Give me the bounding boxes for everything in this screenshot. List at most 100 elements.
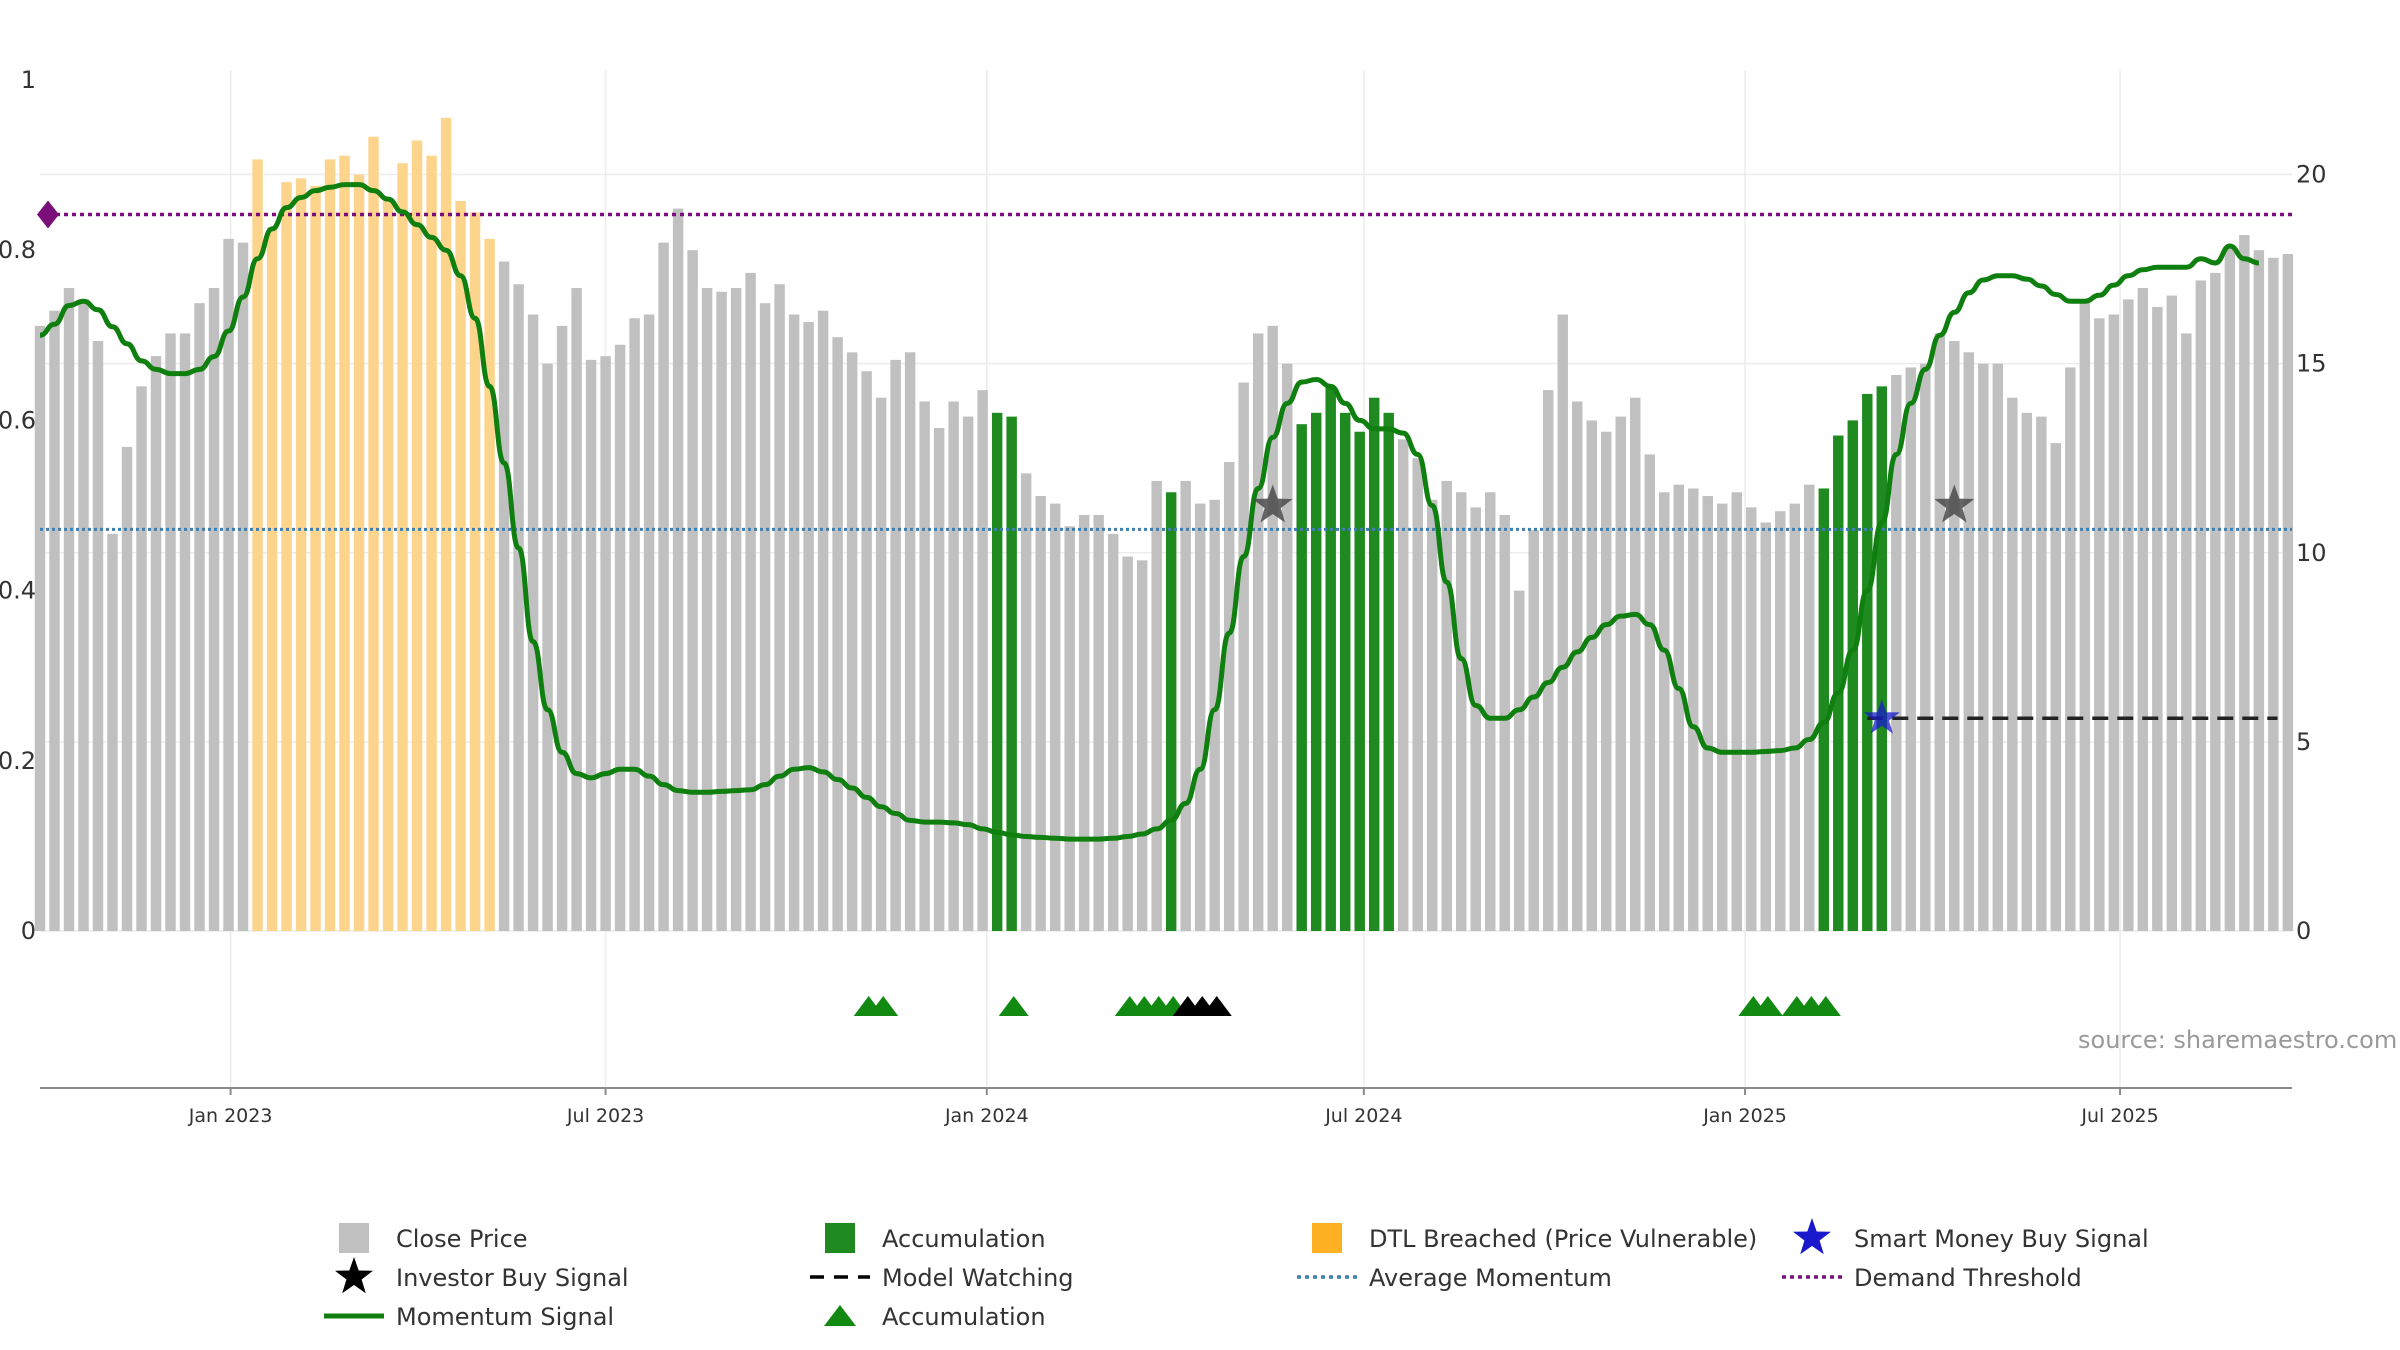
close-price-bar	[1673, 484, 1684, 931]
legend-label: Accumulation	[882, 1225, 1046, 1253]
close-price-bar	[63, 288, 75, 931]
close-price-bar	[1557, 314, 1568, 931]
accumulation-triangle	[1201, 996, 1232, 1016]
close-price-bar	[527, 314, 539, 931]
close-price-bar	[1804, 484, 1815, 931]
close-price-bar	[107, 533, 118, 931]
close-price-bar	[687, 250, 698, 931]
close-price-bar	[2195, 280, 2207, 931]
accumulation-bar	[1818, 488, 1830, 931]
close-price-bar	[2036, 416, 2047, 931]
close-price-bar	[2108, 314, 2120, 931]
close-price-bar	[904, 352, 916, 931]
close-price-bar	[2050, 443, 2062, 931]
dtl-breached-bar	[426, 155, 437, 932]
close-price-bar	[2094, 318, 2105, 931]
close-price-bar	[237, 242, 249, 931]
accumulation-bar	[991, 412, 1003, 931]
right-axis-tick-label: 0	[2296, 917, 2311, 945]
close-price-bar	[2021, 412, 2033, 931]
close-price-bar	[1223, 462, 1235, 931]
legend-label: DTL Breached (Price Vulnerable)	[1369, 1225, 1757, 1253]
accumulation-triangle	[1752, 996, 1783, 1016]
legend-item: Investor Buy Signal	[335, 1257, 629, 1294]
close-price-bar	[701, 288, 713, 931]
dtl-breached-bar	[397, 163, 408, 932]
close-price-bar	[1731, 492, 1742, 931]
accumulation-triangle	[868, 996, 899, 1016]
dtl-breached-bar	[266, 227, 278, 932]
close-price-bar	[1412, 458, 1423, 931]
legend-star-icon	[1793, 1218, 1831, 1255]
legend-item: Demand Threshold	[1782, 1264, 2082, 1292]
dtl-breached-bar	[252, 159, 263, 932]
close-price-bar	[1905, 367, 1917, 932]
x-axis-tick-label: Jul 2025	[2080, 1105, 2158, 1127]
close-price-bar	[1789, 503, 1800, 931]
dtl-breached-bar	[382, 201, 394, 931]
close-price-bar	[571, 288, 582, 931]
dtl-breached-bar	[281, 182, 292, 931]
close-price-bar	[2239, 235, 2250, 931]
dtl-breached-bar	[455, 201, 466, 931]
accumulation-bar	[1383, 412, 1394, 931]
close-price-bar	[34, 325, 46, 931]
x-axis-tick-label: Jan 2025	[1702, 1105, 1787, 1127]
close-price-bar	[1064, 526, 1075, 931]
legend-swatch	[825, 1223, 855, 1253]
legend-label: Accumulation	[882, 1303, 1046, 1331]
legend-swatch	[339, 1223, 369, 1253]
close-price-bar	[2123, 299, 2134, 931]
close-price-bar	[2166, 295, 2178, 931]
close-price-bar	[1499, 514, 1510, 931]
close-price-bar	[1136, 560, 1148, 931]
close-price-bar	[1252, 333, 1264, 931]
legend-label: Average Momentum	[1369, 1264, 1612, 1292]
close-price-bar	[2137, 288, 2149, 931]
close-price-bar	[1688, 488, 1699, 931]
accumulation-bar	[1165, 492, 1177, 931]
close-price-bar	[150, 356, 162, 931]
close-price-bar	[1238, 382, 1249, 932]
close-price-bar	[1992, 363, 2004, 932]
close-price-bar	[2065, 367, 2076, 932]
close-price-bar	[977, 390, 988, 931]
close-price-bar	[1035, 496, 1046, 931]
close-price-bar	[121, 446, 133, 931]
close-price-bar	[498, 261, 510, 932]
close-price-bar	[933, 427, 945, 931]
dtl-breached-bar	[440, 117, 452, 932]
accumulation-bar	[1368, 397, 1380, 931]
x-axis-tick-label: Jan 2024	[944, 1105, 1029, 1127]
smart-money-buy-star	[1863, 699, 1900, 734]
close-price-bar	[1528, 530, 1539, 931]
close-price-bar	[1078, 514, 1090, 931]
legend: Close Price Accumulation DTL Breached (Pri…	[324, 1218, 2149, 1331]
left-axis-tick-label: 0.8	[0, 236, 36, 264]
close-price-bar	[890, 359, 901, 932]
close-price-bar	[208, 288, 220, 931]
close-price-bar	[1644, 454, 1655, 931]
close-price-bar	[861, 371, 872, 932]
close-price-bar	[1485, 492, 1496, 931]
dtl-breached-bar	[353, 174, 365, 932]
close-price-bar	[1572, 401, 1583, 931]
dtl-breached-bar	[484, 238, 495, 931]
close-price-bar	[846, 352, 858, 931]
close-price-bar	[78, 299, 89, 931]
accumulation-bar	[1833, 435, 1844, 931]
close-price-bar	[556, 325, 568, 931]
close-price-bar	[1281, 363, 1293, 932]
close-price-bar	[1978, 363, 1989, 932]
x-axis-tick-label: Jul 2024	[1324, 1105, 1402, 1127]
left-axis-tick-label: 0.6	[0, 406, 36, 434]
legend-label: Demand Threshold	[1854, 1264, 2082, 1292]
close-price-bar	[1514, 590, 1525, 931]
close-price-bar	[194, 303, 205, 931]
accumulation-triangle	[998, 996, 1029, 1016]
accumulation-bar	[1325, 386, 1336, 931]
close-price-bar	[1586, 420, 1597, 931]
dtl-breached-bar	[469, 212, 481, 931]
close-price-bar	[1093, 514, 1104, 931]
